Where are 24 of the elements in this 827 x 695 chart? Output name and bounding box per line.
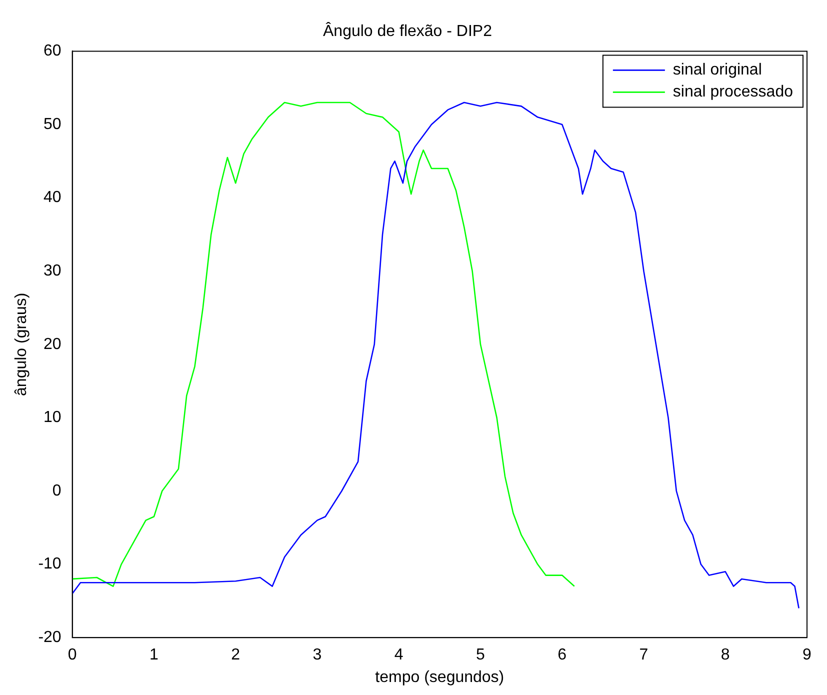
y-tick-label: 20 (44, 336, 62, 353)
y-tick-label: -20 (38, 629, 62, 646)
x-tick-label: 4 (394, 646, 404, 664)
legend-label: sinal processado (672, 84, 794, 101)
x-tick-label: 6 (558, 646, 567, 664)
y-axis-title: ângulo (graus) (13, 292, 30, 396)
x-axis-title: tempo (segundos) (375, 668, 504, 686)
x-tick-label: 7 (639, 646, 648, 664)
x-tick-label: 2 (231, 646, 240, 664)
x-tick-label: 5 (476, 646, 486, 664)
y-tick-label: 0 (52, 482, 62, 500)
y-tick-label: 40 (44, 189, 62, 206)
y-tick-label: 30 (44, 262, 62, 280)
x-tick-label: 8 (720, 646, 730, 664)
x-tick-label: 9 (802, 646, 812, 664)
y-tick-label: 50 (44, 116, 62, 133)
y-tick-label: -10 (38, 556, 62, 573)
x-tick-label: 3 (312, 646, 322, 664)
y-tick-label: 60 (44, 42, 62, 60)
chart-title: Ângulo de flexão - DIP2 (323, 22, 492, 40)
y-tick-label: 10 (44, 409, 62, 426)
x-tick-label: 0 (68, 646, 77, 664)
x-tick-label: 1 (150, 646, 158, 664)
legend-label: sinal original (672, 62, 762, 79)
